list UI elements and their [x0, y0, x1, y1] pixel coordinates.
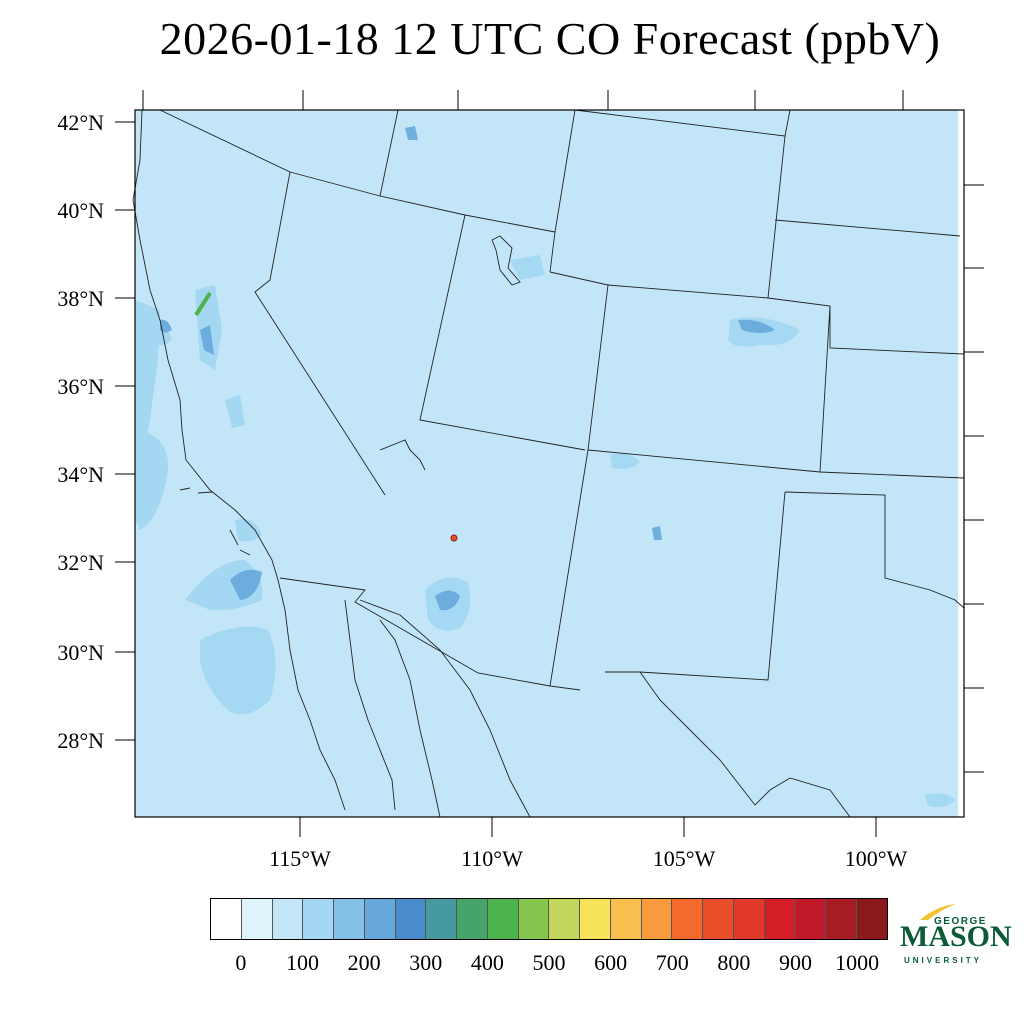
boundaries — [132, 109, 965, 818]
logo-line3: UNIVERSITY — [904, 956, 983, 965]
colorbar-cell — [303, 899, 335, 939]
lat-label-36: 36°N — [57, 374, 104, 399]
colorbar-cell — [395, 899, 427, 939]
colorbar — [210, 898, 888, 940]
co-hotspot — [450, 534, 458, 542]
colorbar-cell — [457, 899, 488, 939]
colorbar-cell — [272, 899, 304, 939]
co-green-streak — [194, 291, 212, 317]
colorbar-cell — [549, 899, 581, 939]
colorbar-label: 400 — [470, 950, 504, 975]
colorbar-cell — [703, 899, 735, 939]
lat-label-34: 34°N — [57, 462, 104, 487]
lon-label-115: 115°W — [269, 846, 331, 871]
lat-label-32: 32°N — [57, 550, 104, 575]
logo-swoosh-icon — [920, 904, 956, 920]
colorbar-cell — [211, 899, 242, 939]
colorbar-cell — [795, 899, 827, 939]
lon-label-110: 110°W — [461, 846, 523, 871]
colorbar-label: 200 — [347, 950, 381, 975]
colorbar-label: 700 — [655, 950, 689, 975]
colorbar-cell — [364, 899, 396, 939]
lat-label-40: 40°N — [57, 198, 104, 223]
gmu-logo: GEORGE MASON UNIVERSITY — [900, 902, 1012, 972]
colorbar-cell — [857, 899, 887, 939]
colorbar-cell — [672, 899, 704, 939]
right-ticks — [964, 184, 984, 773]
lat-label-42: 42°N — [57, 110, 104, 135]
lat-label-28: 28°N — [57, 728, 104, 753]
colorbar-cell — [610, 899, 642, 939]
left-ticks — [115, 121, 135, 741]
colorbar-label: 100 — [285, 950, 319, 975]
colorbar-label: 800 — [717, 950, 751, 975]
logo-line2: MASON — [900, 920, 1012, 953]
colorbar-cell — [734, 899, 765, 939]
colorbar-label: 900 — [779, 950, 813, 975]
colorbar-cell — [764, 899, 796, 939]
top-ticks — [142, 90, 904, 110]
logo-line1: GEORGE — [934, 916, 987, 927]
colorbar-cell — [487, 899, 519, 939]
colorbar-cell — [426, 899, 458, 939]
bottom-ticks — [299, 817, 877, 837]
colorbar-cell — [641, 899, 673, 939]
lat-label-38: 38°N — [57, 286, 104, 311]
co-high-patches — [160, 126, 775, 611]
colorbar-label: 500 — [532, 950, 566, 975]
lon-label-100: 100°W — [844, 846, 908, 871]
lon-label-105: 105°W — [652, 846, 716, 871]
map-title: 2026-01-18 12 UTC CO Forecast (ppbV) — [159, 13, 941, 64]
lat-label-30: 30°N — [57, 640, 104, 665]
colorbar-label: 1000 — [835, 950, 880, 975]
colorbar-cell — [826, 899, 858, 939]
colorbar-label: 300 — [409, 950, 443, 975]
map-panel — [135, 110, 964, 817]
colorbar-cell — [334, 899, 365, 939]
colorbar-cell — [518, 899, 550, 939]
colorbar-cell — [580, 899, 611, 939]
colorbar-label: 0 — [235, 950, 247, 975]
colorbar-cell — [241, 899, 273, 939]
colorbar-label: 600 — [594, 950, 628, 975]
